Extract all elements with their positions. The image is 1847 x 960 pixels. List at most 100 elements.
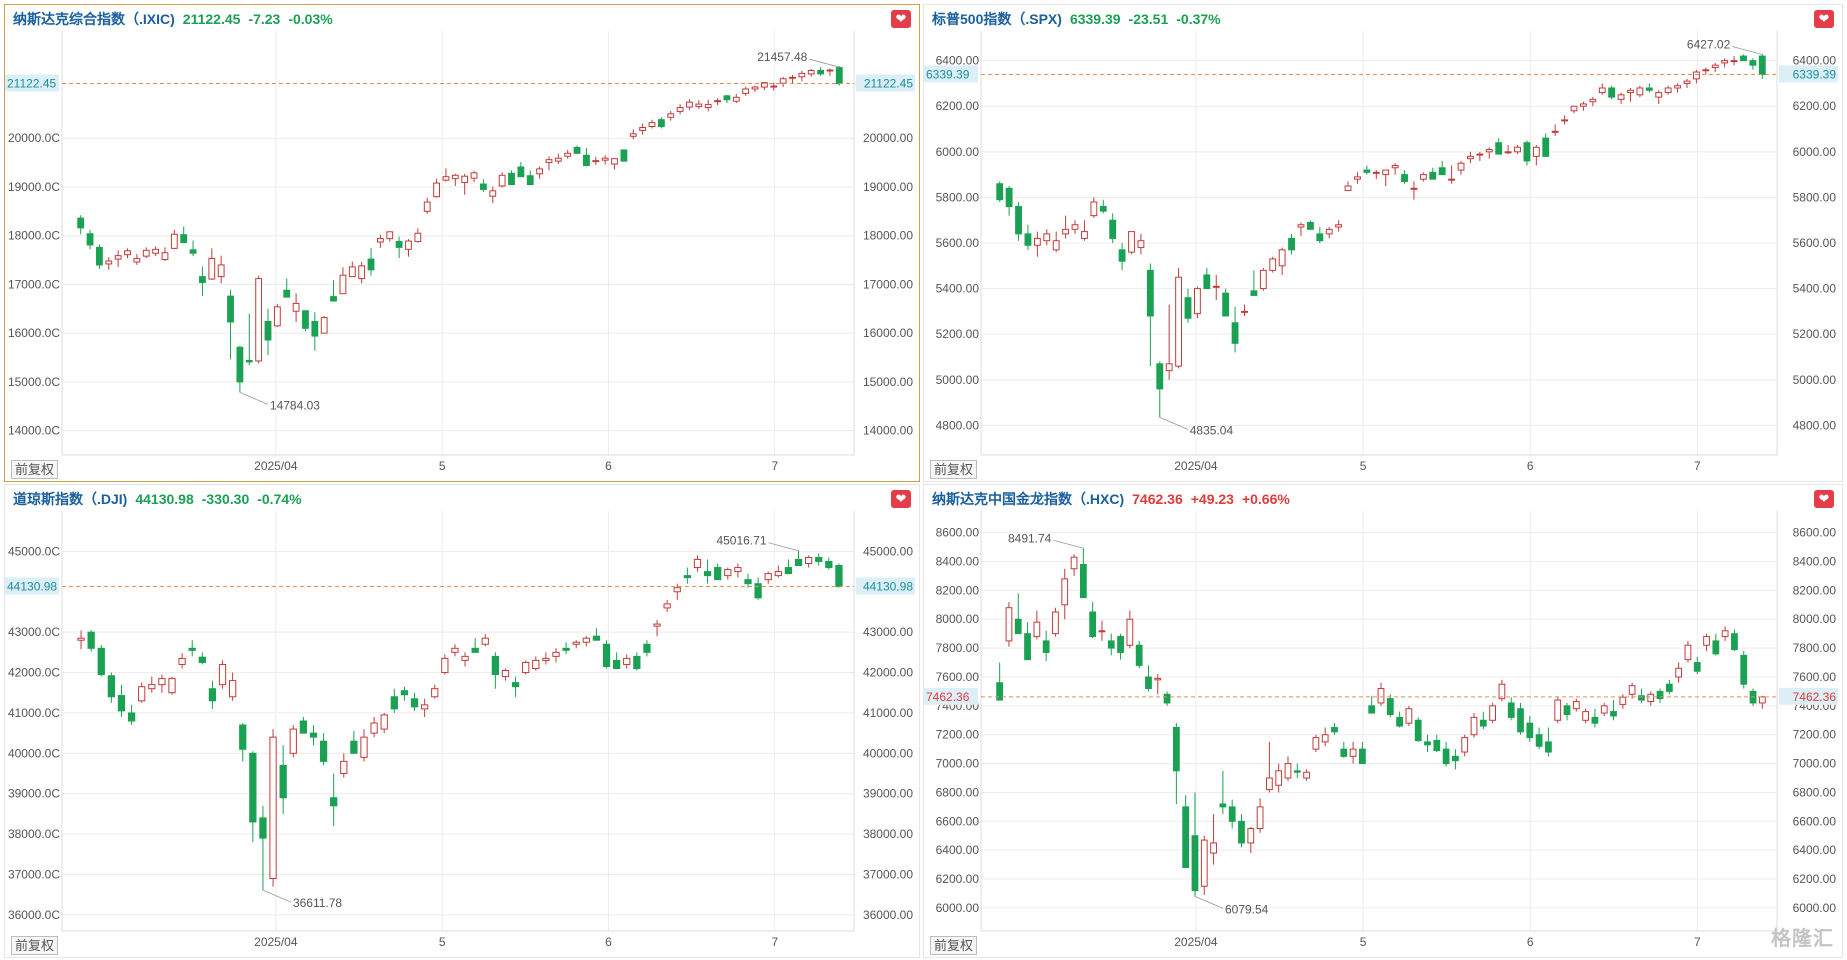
candle-body — [1117, 636, 1124, 653]
candle — [239, 723, 247, 762]
candle-body — [1424, 741, 1431, 746]
candle — [114, 250, 122, 267]
candle — [1089, 601, 1097, 639]
candle — [643, 640, 651, 657]
candle — [657, 117, 665, 129]
last-price-badge-right — [1779, 687, 1838, 705]
candle — [1664, 85, 1672, 95]
candle — [562, 642, 570, 655]
candle — [1656, 688, 1664, 703]
candle — [1005, 601, 1013, 647]
last-price-label-left: 6339.39 — [926, 67, 970, 81]
candle-body — [1507, 702, 1515, 718]
candle-body — [601, 157, 609, 161]
index-name[interactable]: 标普500指数（.SPX) — [932, 11, 1062, 27]
candle — [1617, 92, 1625, 104]
index-name[interactable]: 纳斯达克综合指数（.IXIC) — [13, 11, 175, 27]
candle-body — [545, 159, 553, 164]
candle — [451, 644, 459, 657]
price-adjust-button[interactable]: 前复权 — [11, 460, 59, 479]
candle-body — [441, 657, 449, 674]
candle-body — [1278, 249, 1286, 267]
y-tick-label-left: 6200.00 — [936, 99, 980, 113]
candle-body — [1489, 705, 1496, 721]
y-tick-label-right: 6200.00 — [1793, 99, 1837, 113]
y-tick-label-left: 6600.00 — [936, 814, 980, 828]
candle — [255, 275, 263, 364]
candle-body — [1693, 662, 1701, 672]
candle-body — [1712, 640, 1720, 655]
candle-body — [1526, 722, 1534, 739]
candle-body — [1137, 240, 1145, 249]
low-leader — [1159, 417, 1188, 430]
candle — [1442, 741, 1450, 767]
heart-icon[interactable]: ❤ — [891, 10, 911, 28]
y-tick-label-right: 37000.00 — [863, 867, 913, 881]
candle — [1489, 702, 1496, 724]
candle-body — [1627, 89, 1634, 94]
candlestick-chart[interactable]: 6000.00 6000.00 6200.00 6200.00 6400.00 6400.… — [924, 485, 1842, 957]
candle-body — [714, 567, 722, 581]
candle — [1740, 651, 1748, 689]
candle — [1598, 83, 1606, 95]
candle — [732, 93, 740, 104]
candle-body — [653, 623, 661, 627]
candle-body — [612, 659, 621, 670]
price-adjust-button[interactable]: 前复权 — [930, 460, 978, 479]
candle — [1582, 708, 1590, 724]
candle — [683, 567, 692, 584]
candle-body — [1128, 231, 1135, 253]
candle — [489, 186, 497, 204]
candle — [611, 158, 618, 170]
index-name[interactable]: 道琼斯指数（.DJI) — [13, 491, 128, 507]
candle-body — [180, 234, 188, 244]
candle — [148, 676, 156, 693]
candle — [1241, 304, 1248, 316]
candlestick-chart[interactable]: 4800.00 4800.00 5000.00 5000.00 5200.00 5200.… — [924, 5, 1842, 481]
candle-body — [1551, 130, 1559, 133]
candlestick-chart[interactable]: 36000.0C 36000.00 37000.0C 37000.00 38000.0C… — [5, 485, 919, 957]
x-tick-label: 2025/04 — [1174, 935, 1218, 949]
candle — [1321, 727, 1329, 747]
candle-body — [815, 556, 823, 562]
candle-body — [779, 78, 787, 84]
candle-body — [161, 252, 169, 261]
candle — [1052, 607, 1059, 637]
candle-body — [789, 76, 796, 79]
candle-body — [1419, 174, 1427, 180]
price-adjust-button[interactable]: 前复权 — [11, 936, 59, 955]
candle — [273, 303, 281, 327]
index-name[interactable]: 纳斯达克中国金龙指数（.HXC) — [932, 491, 1125, 507]
candle — [1479, 711, 1487, 729]
candle-body — [309, 732, 318, 738]
candle — [804, 555, 813, 568]
candle — [178, 653, 186, 669]
candle-body — [1535, 734, 1543, 747]
candle — [1005, 186, 1013, 216]
candle — [714, 563, 722, 581]
candlestick-chart[interactable]: 14000.0C 14000.00 15000.0C 15000.00 16000.0C… — [5, 5, 919, 481]
candle-body — [508, 172, 515, 186]
price-adjust-button[interactable]: 前复权 — [930, 936, 978, 955]
y-tick-label-left: 37000.0C — [8, 867, 60, 881]
heart-icon[interactable]: ❤ — [891, 490, 911, 508]
heart-icon[interactable]: ❤ — [1814, 490, 1834, 508]
candle-body — [86, 233, 94, 246]
candle — [158, 674, 166, 693]
candle — [1712, 633, 1720, 656]
candle-body — [1297, 224, 1305, 228]
candle-body — [1683, 80, 1691, 84]
candle-body — [264, 320, 272, 341]
candle — [1163, 691, 1171, 706]
candle — [1222, 288, 1230, 317]
candle-body — [1600, 705, 1608, 714]
heart-icon[interactable]: ❤ — [1814, 10, 1834, 28]
candle — [1081, 220, 1088, 241]
candle — [703, 559, 712, 584]
candle-body — [794, 558, 803, 567]
candle — [1535, 727, 1543, 750]
candle-body — [683, 575, 692, 579]
candle — [264, 308, 272, 356]
y-tick-label-right: 36000.00 — [863, 908, 913, 922]
candle — [1523, 140, 1531, 166]
